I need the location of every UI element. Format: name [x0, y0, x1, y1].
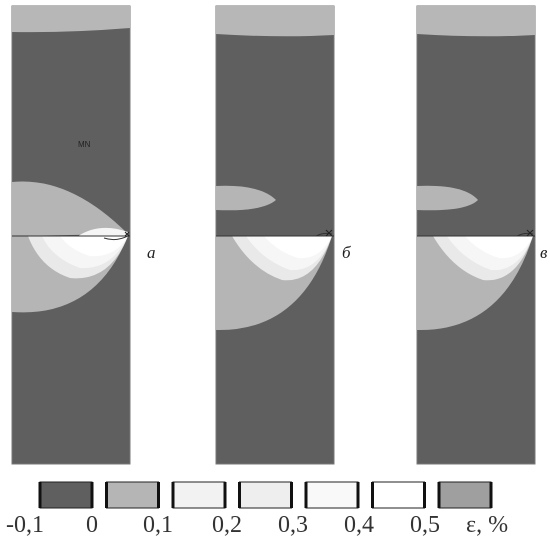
- legend: [38, 481, 493, 509]
- panel-v-label: в: [540, 243, 548, 262]
- panel-b: [215, 5, 335, 465]
- legend-swatch: [372, 481, 425, 509]
- legend-tick: 0,2: [212, 512, 242, 538]
- legend-tick: 0,5: [410, 512, 440, 538]
- panel-a-marker: MN: [78, 140, 91, 149]
- legend-tick: 0,3: [278, 512, 308, 538]
- legend-swatch: [106, 481, 159, 509]
- legend-swatch: [172, 481, 226, 509]
- legend-tick: 0,4: [344, 512, 374, 538]
- legend-unit: ε, %: [466, 512, 509, 538]
- legend-swatch: [39, 481, 93, 509]
- panel-b-label: б: [342, 243, 351, 262]
- panel-a-label: а: [147, 243, 156, 262]
- panel-a: MN: [11, 5, 131, 465]
- legend-swatch: [305, 481, 359, 509]
- legend-swatch: [239, 481, 292, 509]
- legend-tick: -0,1: [6, 512, 44, 538]
- legend-swatch: [438, 481, 492, 509]
- panel-v: [416, 5, 536, 465]
- legend-tick: 0,1: [143, 512, 173, 538]
- legend-tick: 0: [86, 512, 98, 538]
